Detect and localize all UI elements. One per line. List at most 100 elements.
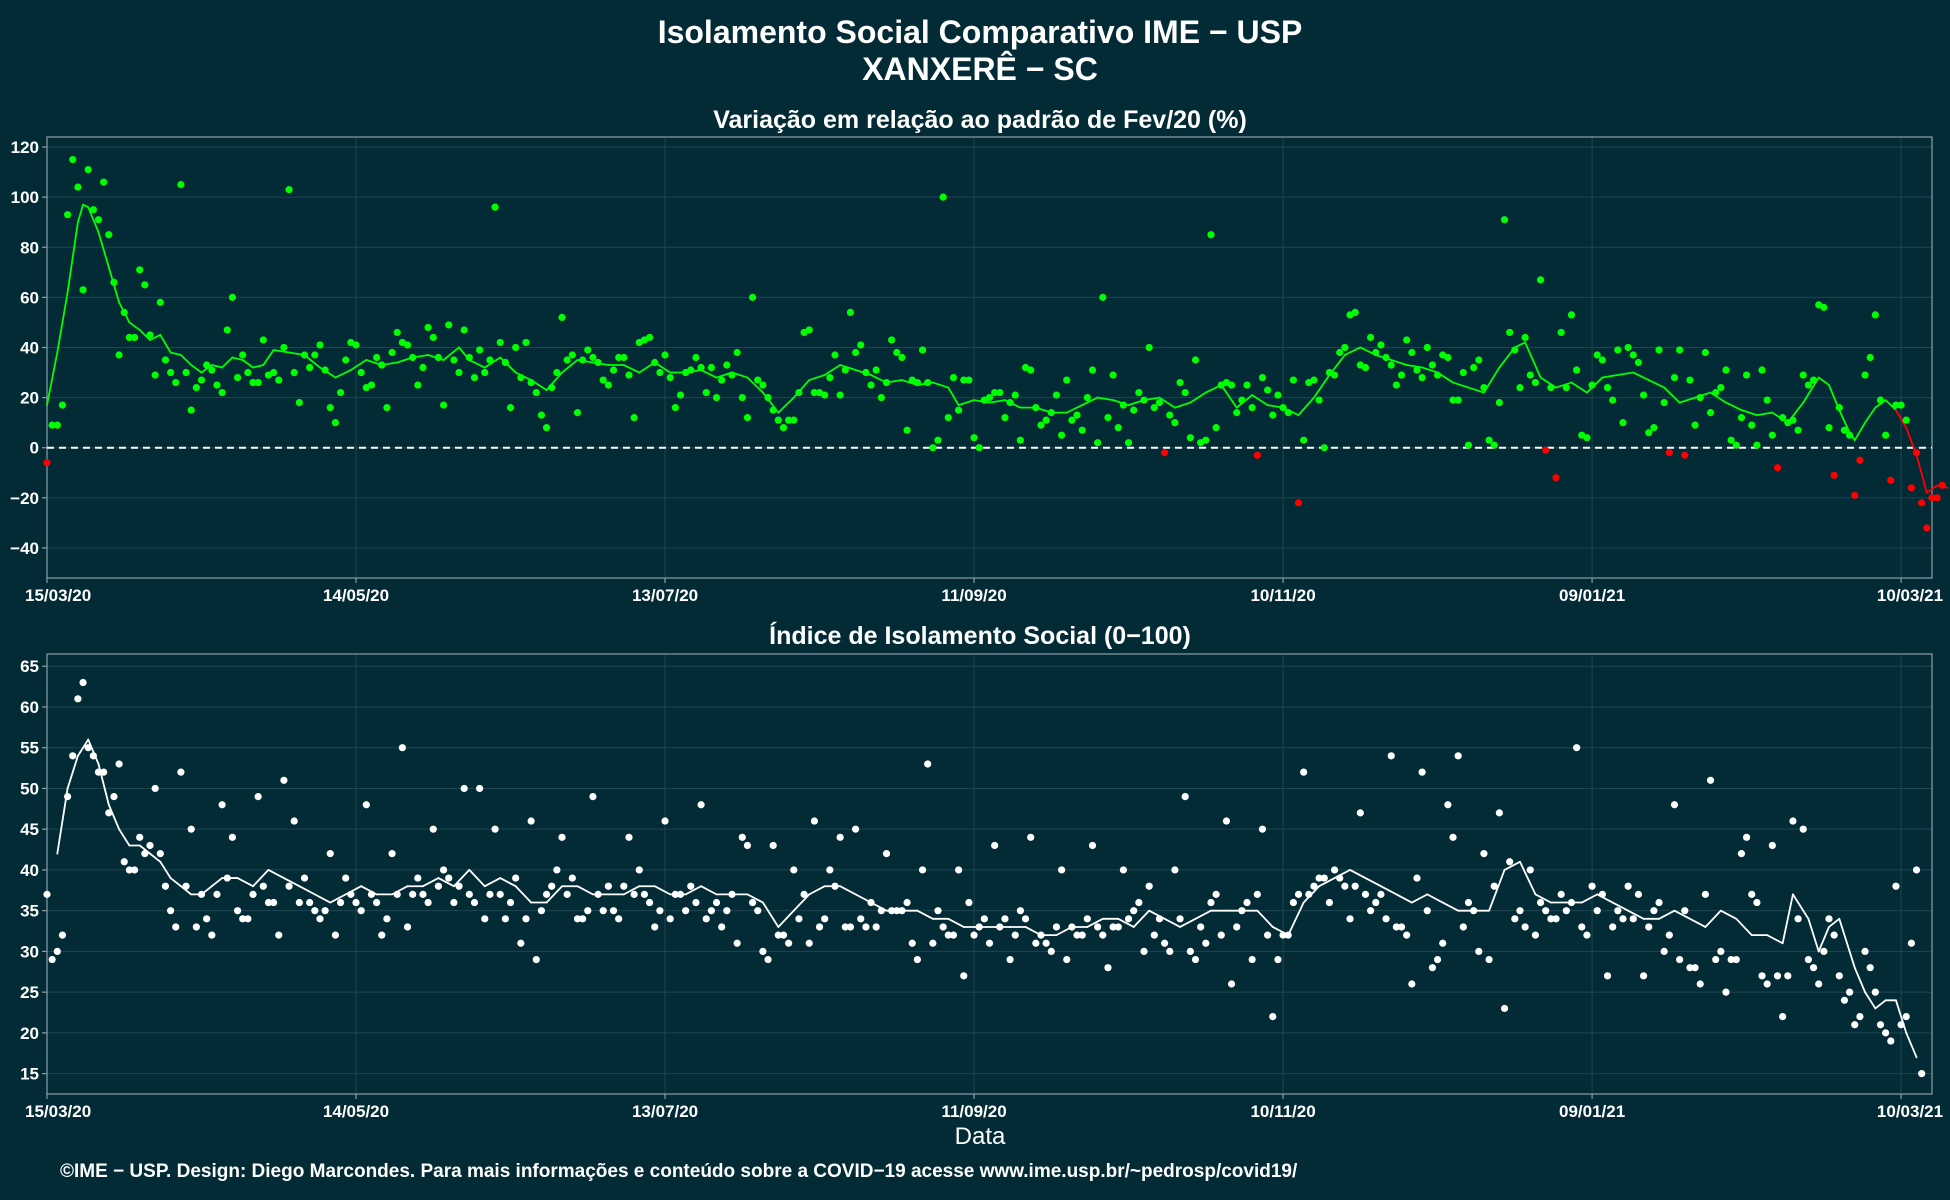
trend-line-segment	[1086, 917, 1104, 928]
trend-line-segment	[77, 203, 84, 224]
data-point	[357, 907, 365, 915]
data-point	[1902, 1012, 1910, 1021]
trend-line-segment	[1616, 371, 1635, 376]
trend-line-segment	[56, 291, 69, 354]
data-point	[352, 898, 360, 907]
data-point	[1892, 401, 1900, 409]
data-point	[1670, 373, 1679, 382]
data-point	[1248, 955, 1256, 964]
data-point	[1650, 907, 1658, 915]
data-point	[1269, 411, 1277, 419]
data-point	[414, 381, 422, 389]
data-point	[1897, 1021, 1905, 1029]
data-point	[1433, 371, 1442, 379]
data-point	[579, 915, 587, 923]
y-tick-label: 25	[20, 983, 39, 1002]
data-point	[203, 361, 211, 369]
data-point	[491, 203, 499, 211]
trend-line-segment	[1678, 396, 1696, 404]
data-point	[275, 931, 283, 939]
data-point	[1748, 421, 1756, 429]
data-point	[898, 907, 906, 915]
data-point	[1444, 801, 1452, 809]
trend-line-segment	[1725, 401, 1743, 412]
data-point	[89, 752, 97, 760]
data-point	[125, 866, 134, 874]
data-point	[1753, 441, 1761, 449]
data-point	[954, 866, 963, 874]
data-point	[306, 363, 314, 372]
trend-line-segment	[1864, 991, 1877, 1010]
data-point	[105, 809, 113, 817]
trend-line-segment	[1627, 909, 1645, 920]
data-point	[1634, 358, 1643, 367]
data-point	[1150, 404, 1158, 412]
data-point	[785, 939, 793, 947]
data-point	[1418, 768, 1426, 776]
data-point	[882, 378, 891, 387]
data-point	[728, 890, 736, 898]
trend-line-segment	[1689, 917, 1707, 928]
data-point	[1500, 1004, 1509, 1013]
trend-line-segment	[1673, 909, 1691, 920]
data-point	[584, 346, 592, 354]
data-point	[151, 784, 159, 793]
data-point	[1634, 890, 1643, 898]
data-point	[764, 955, 772, 964]
trend-line-segment	[1735, 917, 1753, 937]
data-point	[476, 346, 484, 354]
data-point	[1330, 866, 1339, 874]
trend-line-segment	[1441, 901, 1460, 912]
data-point	[429, 333, 437, 342]
trend-line-segment	[988, 399, 1006, 404]
data-point	[1799, 371, 1807, 379]
data-point	[1830, 471, 1838, 479]
data-point	[790, 866, 798, 874]
data-point	[918, 346, 927, 354]
data-point	[1686, 964, 1694, 972]
data-point	[1135, 388, 1143, 397]
data-point	[326, 404, 334, 412]
data-point	[1459, 923, 1467, 931]
data-point	[903, 898, 911, 907]
data-point	[398, 744, 406, 752]
data-point	[1016, 436, 1025, 444]
trend-line-segment	[839, 885, 857, 896]
data-point	[48, 955, 56, 964]
data-point	[1547, 383, 1555, 392]
data-point	[218, 388, 226, 397]
data-point	[542, 890, 551, 898]
data-point	[233, 907, 242, 915]
data-point	[213, 381, 221, 389]
data-point	[898, 353, 906, 362]
data-point	[697, 801, 705, 809]
data-point	[1094, 923, 1102, 931]
data-point	[980, 915, 988, 923]
data-point	[743, 841, 752, 850]
data-point	[1547, 915, 1555, 923]
data-point	[1011, 391, 1019, 399]
trend-line-segment	[252, 869, 270, 888]
trend-line-segment	[1132, 909, 1151, 928]
data-point	[182, 368, 190, 377]
data-point	[630, 414, 638, 422]
trend-line-segment	[1817, 376, 1830, 386]
data-point	[661, 817, 669, 825]
data-point	[1284, 409, 1292, 417]
trend-line-segment	[1287, 901, 1305, 937]
data-point	[821, 915, 829, 923]
data-point	[1614, 907, 1622, 915]
data-point	[1253, 451, 1261, 459]
data-point	[1310, 376, 1318, 384]
data-point	[1449, 396, 1457, 404]
data-point	[965, 898, 973, 907]
data-point	[769, 841, 777, 850]
trend-line-segment	[622, 885, 641, 896]
data-point	[1124, 439, 1133, 447]
data-point	[1449, 833, 1457, 841]
data-point	[409, 353, 417, 362]
data-point	[1768, 841, 1776, 850]
data-point	[954, 406, 963, 414]
data-point	[1433, 955, 1442, 964]
data-point	[1243, 898, 1251, 907]
